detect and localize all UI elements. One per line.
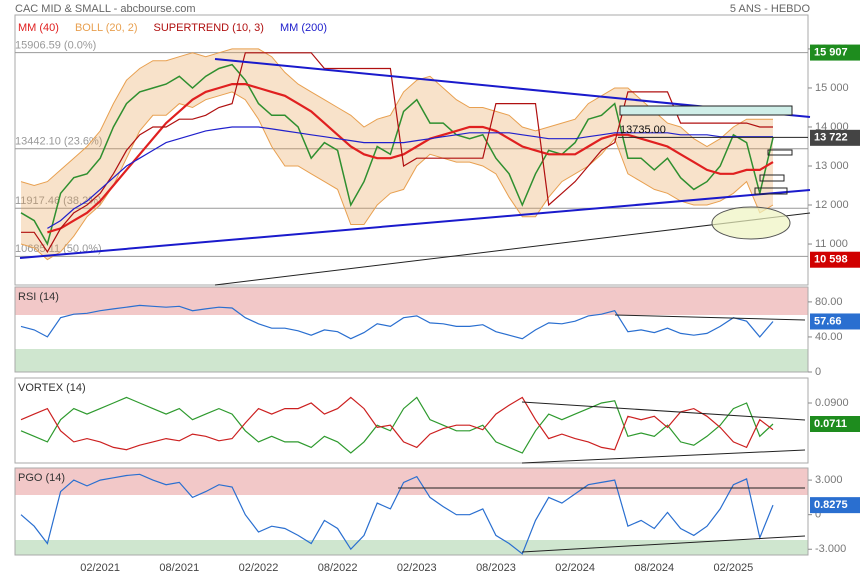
x-tick-label: 08/2024 <box>634 562 674 574</box>
x-tick-label: 08/2023 <box>476 562 516 574</box>
period: 5 ANS - HEBDO <box>730 3 811 15</box>
page-title: CAC MID & SMALL - abcbourse.com <box>15 3 196 15</box>
rsi-overbought-zone <box>15 287 808 315</box>
series-line <box>21 52 773 253</box>
value-badge-label: 15 907 <box>814 46 848 58</box>
zone-box <box>759 174 785 182</box>
trendline <box>521 535 806 553</box>
legend-entry: BOLL (20, 2) <box>75 22 138 34</box>
panel-frame <box>14 467 809 556</box>
value-badge-label: 0.0711 <box>814 418 847 430</box>
x-tick-label: 02/2024 <box>555 562 595 574</box>
pgo-low-zone <box>15 540 808 555</box>
value-badge <box>810 313 860 330</box>
y-tick-label: 13 000 <box>815 160 849 172</box>
highlight-ellipse <box>711 206 791 240</box>
legend-entry: MM (200) <box>280 22 327 34</box>
trendline <box>19 189 811 259</box>
level-label: 15906.59 (0.0%) <box>15 39 96 51</box>
y-tick-label: 0 <box>815 366 821 378</box>
value-badge <box>810 497 860 514</box>
zone-box <box>767 149 793 156</box>
drawings <box>19 58 811 553</box>
panel-title: VORTEX (14) <box>18 382 86 394</box>
trendline <box>521 449 806 464</box>
value-badge-label: 0.8275 <box>814 499 848 511</box>
trendline <box>521 401 806 421</box>
series-line <box>20 304 774 340</box>
panel-frame <box>14 286 809 373</box>
legend-entry: SUPERTREND (10, 3) <box>154 22 264 34</box>
y-tick-label: 12 000 <box>815 199 849 211</box>
x-tick-label: 08/2022 <box>318 562 358 574</box>
zone-box <box>754 187 788 195</box>
series-line <box>20 473 774 555</box>
x-tick-label: 02/2025 <box>714 562 754 574</box>
bollinger-band <box>21 48 773 260</box>
x-tick-label: 08/2021 <box>159 562 199 574</box>
value-badge <box>810 129 860 146</box>
value-badge <box>810 251 860 268</box>
trendline <box>614 314 806 321</box>
annotation-label: 13735.00 <box>620 124 666 136</box>
bollinger-lower <box>20 91 774 261</box>
y-tick-label: -3.000 <box>815 543 846 555</box>
value-badge <box>810 44 860 61</box>
value-badge-label: 10 598 <box>814 254 848 266</box>
pgo-high-zone <box>15 468 808 495</box>
x-tick-label: 02/2021 <box>80 562 120 574</box>
value-badge <box>810 416 860 432</box>
series-line <box>47 83 774 234</box>
series-line <box>20 396 774 454</box>
series-line <box>20 396 774 451</box>
level-label: 13442.10 (23.6%) <box>15 136 102 148</box>
legend-entry: MM (40) <box>18 22 59 34</box>
y-tick-label: 0.0900 <box>815 397 849 409</box>
panel-frame <box>14 14 809 286</box>
y-tick-label: 15 000 <box>815 82 849 94</box>
y-tick-label: 11 000 <box>815 238 848 250</box>
panel-title: PGO (14) <box>18 472 65 484</box>
trendline <box>214 212 811 286</box>
panel-title: RSI (14) <box>18 291 59 303</box>
series-line <box>47 126 773 229</box>
x-tick-label: 02/2022 <box>239 562 279 574</box>
x-tick-label: 02/2023 <box>397 562 437 574</box>
y-tick-label: 40.00 <box>815 331 843 343</box>
y-tick-label: 0 <box>815 509 821 521</box>
value-badge-label: 13 722 <box>814 132 848 144</box>
y-tick-label: 3.000 <box>815 474 843 486</box>
price-line <box>20 63 774 246</box>
y-tick-label: 80.00 <box>815 296 843 308</box>
panel-frame <box>14 377 809 464</box>
value-badge-label: 57.66 <box>814 315 842 327</box>
zone-box <box>619 105 793 116</box>
rsi-oversold-zone <box>15 349 808 372</box>
